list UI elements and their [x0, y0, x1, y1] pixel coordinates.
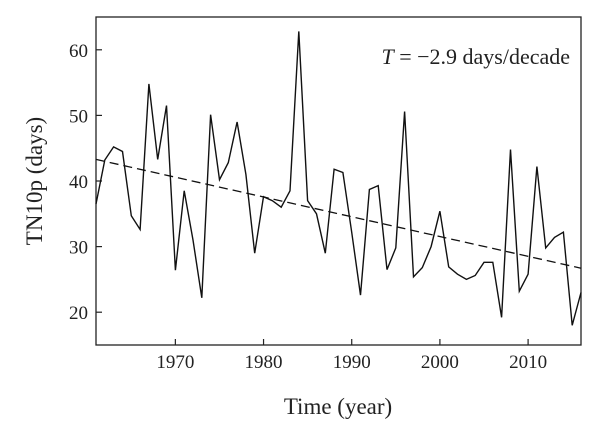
y-tick-label: 40: [69, 172, 88, 193]
annotation-text: = −2.9 days/decade: [394, 44, 570, 69]
x-tick-label: 1990: [333, 352, 371, 373]
x-tick-label: 1970: [156, 352, 194, 373]
x-tick-label: 2000: [421, 352, 459, 373]
y-tick-label: 30: [69, 238, 88, 259]
annotation: T = −2.9 days/decade: [381, 44, 570, 69]
trend-line: [95, 158, 582, 269]
series-layer: [95, 31, 582, 326]
y-axis-label: TN10p (days): [22, 117, 47, 245]
series-line: [95, 31, 582, 326]
annotation-variable: T: [381, 44, 395, 69]
y-tick-label: 50: [69, 106, 88, 127]
y-tick-label: 20: [69, 303, 88, 324]
axis-ticks: 1970 1980 1990 2000 2010 20 30 40 50 60: [69, 41, 547, 373]
x-tick-label: 2010: [509, 352, 547, 373]
x-tick-label: 1980: [245, 352, 283, 373]
y-tick-label: 60: [69, 41, 88, 62]
x-axis-label: Time (year): [284, 394, 392, 419]
